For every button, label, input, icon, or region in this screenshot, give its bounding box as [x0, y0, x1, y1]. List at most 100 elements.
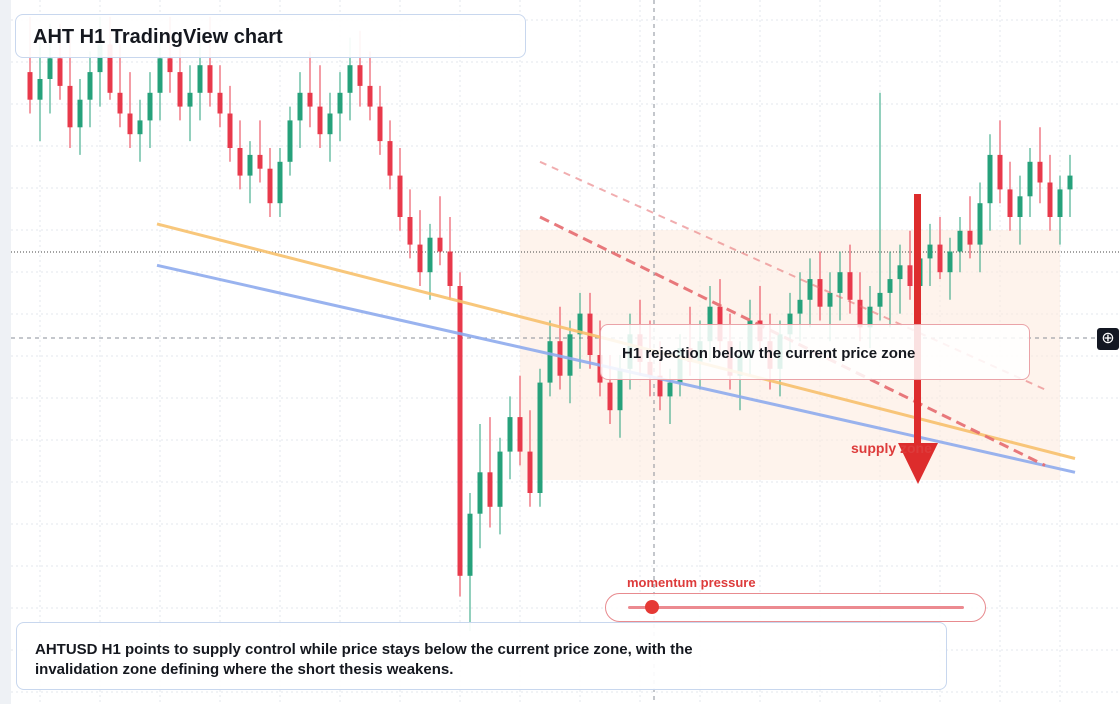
- candle: [237, 120, 243, 190]
- candle-body: [37, 79, 43, 100]
- candle-body: [377, 106, 383, 142]
- momentum-slider[interactable]: [605, 593, 986, 622]
- candle-body: [707, 306, 713, 342]
- candle: [307, 51, 313, 128]
- candle-body: [67, 85, 73, 128]
- description-card: AHTUSD H1 points to supply control while…: [16, 622, 947, 690]
- candle: [77, 79, 83, 155]
- candle-body: [517, 417, 523, 452]
- candle-body: [877, 292, 883, 307]
- candle: [367, 51, 373, 121]
- candle: [967, 196, 973, 259]
- candle-body: [397, 175, 403, 217]
- candle-body: [447, 251, 453, 286]
- candle-body: [1027, 161, 1033, 197]
- candle: [497, 437, 503, 535]
- candle: [277, 148, 283, 217]
- candle: [87, 51, 93, 128]
- candle-body: [357, 65, 363, 86]
- candle-body: [327, 113, 333, 135]
- candle-body: [477, 472, 483, 514]
- candle-body: [1057, 189, 1063, 217]
- description-text: AHTUSD H1 points to supply control while…: [35, 641, 693, 678]
- candle-body: [667, 382, 673, 397]
- candle: [257, 120, 263, 183]
- candle: [427, 223, 433, 300]
- candle-body: [367, 85, 373, 107]
- momentum-slider-knob[interactable]: [644, 600, 659, 614]
- candle-body: [167, 58, 173, 73]
- candle: [947, 237, 953, 300]
- candle-body: [147, 92, 153, 121]
- candle-body: [257, 154, 263, 169]
- bearish-arrow: [898, 194, 938, 484]
- candle-body: [657, 375, 663, 397]
- candle-body: [337, 92, 343, 114]
- candle: [387, 120, 393, 190]
- candle-body: [317, 106, 323, 135]
- rejection-label: H1 rejection below the current price zon…: [622, 345, 916, 362]
- candle-body: [807, 279, 813, 300]
- candle-body: [937, 244, 943, 273]
- candle: [817, 251, 823, 321]
- candle: [267, 148, 273, 217]
- candle-body: [427, 237, 433, 273]
- candle: [487, 417, 493, 528]
- candle-body: [57, 58, 63, 86]
- candle-body: [127, 113, 133, 135]
- candle-body: [267, 168, 273, 204]
- candle: [837, 251, 843, 321]
- candle: [457, 272, 463, 597]
- candle: [977, 182, 983, 273]
- candle: [877, 92, 883, 321]
- candle-body: [217, 92, 223, 114]
- candle: [467, 493, 473, 631]
- candle: [1027, 148, 1033, 217]
- candle: [217, 65, 223, 128]
- candle-body: [467, 513, 473, 576]
- candle: [567, 320, 573, 404]
- candle-body: [487, 472, 493, 507]
- candle-body: [857, 299, 863, 328]
- candle-body: [607, 382, 613, 411]
- candle-body: [227, 113, 233, 148]
- candle: [537, 368, 543, 507]
- candle-body: [387, 141, 393, 176]
- candle: [1067, 154, 1073, 217]
- candle-body: [107, 44, 113, 93]
- candle-body: [717, 306, 723, 342]
- candle: [337, 72, 343, 142]
- chart-left-edge: [0, 0, 11, 704]
- candle-body: [987, 154, 993, 204]
- candle-body: [177, 72, 183, 107]
- candle-body: [407, 217, 413, 245]
- candle-body: [197, 65, 203, 93]
- candle-body: [77, 99, 83, 128]
- candle: [1007, 161, 1013, 231]
- candle-body: [907, 265, 913, 286]
- candle-body: [847, 272, 853, 300]
- candle-body: [557, 341, 563, 376]
- candle: [327, 92, 333, 162]
- candle-body: [497, 451, 503, 507]
- candle-body: [97, 44, 103, 73]
- crosshair-plus-icon[interactable]: ⊕: [1097, 328, 1119, 350]
- candle: [1037, 127, 1043, 204]
- candle-body: [967, 230, 973, 245]
- candle: [147, 72, 153, 148]
- candle-body: [137, 120, 143, 135]
- candle: [987, 134, 993, 231]
- candle-body: [617, 368, 623, 411]
- candle-body: [307, 92, 313, 107]
- candle: [807, 258, 813, 328]
- candle-body: [157, 58, 163, 93]
- candle: [887, 251, 893, 328]
- candle-body: [867, 306, 873, 328]
- candle-body: [27, 72, 33, 100]
- candle: [137, 99, 143, 162]
- candle: [547, 320, 553, 397]
- candle: [287, 106, 293, 176]
- candle-body: [507, 417, 513, 452]
- candle: [437, 196, 443, 266]
- candle: [297, 72, 303, 148]
